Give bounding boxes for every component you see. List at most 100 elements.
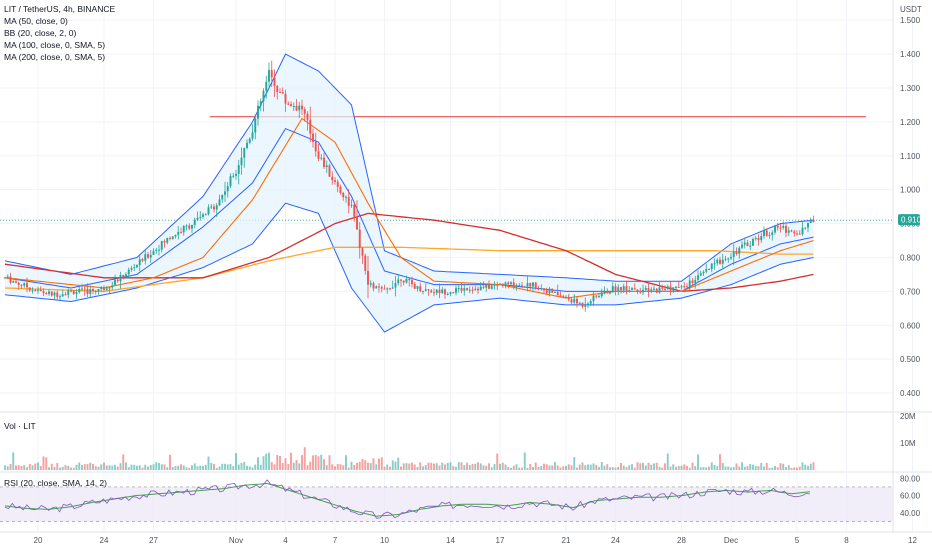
volume-bar: [152, 464, 155, 470]
volume-bar: [620, 462, 622, 470]
volume-bar: [631, 464, 633, 470]
volume-bar: [303, 447, 306, 470]
candle-body: [614, 286, 617, 291]
candle-body: [119, 274, 122, 282]
legend-ma100[interactable]: MA (100, close, 0, SMA, 5): [4, 40, 105, 50]
volume-bar: [141, 467, 144, 470]
volume-bar: [262, 456, 265, 470]
candle-body: [94, 291, 97, 293]
volume-bar: [306, 465, 309, 470]
candle-body: [507, 282, 510, 285]
volume-bar: [680, 465, 683, 470]
candle-body: [603, 290, 606, 294]
volume-bar: [485, 465, 488, 470]
volume-bar: [204, 464, 207, 470]
candle-body: [452, 292, 455, 294]
candle-body: [581, 302, 584, 307]
candle-body: [136, 265, 138, 268]
candle-body: [633, 288, 636, 290]
volume-bar: [254, 464, 257, 470]
volume-bar: [562, 466, 565, 470]
volume-bar: [741, 462, 743, 470]
candle-body: [691, 280, 694, 283]
rsi-label[interactable]: RSI (20, close, SMA, 14, 2): [4, 478, 107, 488]
candle-body: [56, 292, 59, 297]
legend-ma50[interactable]: MA (50, close, 0): [4, 16, 68, 26]
volume-bar: [369, 463, 372, 470]
candle-body: [779, 227, 782, 229]
volume-bar: [642, 463, 644, 470]
y-tick-label: 0.700: [900, 287, 921, 296]
volume-bar: [287, 464, 290, 470]
x-tick-label: 20: [34, 536, 43, 545]
candle-body: [389, 288, 391, 290]
candle-body: [248, 138, 251, 143]
volume-bar: [798, 466, 801, 470]
x-tick-label: Dec: [724, 536, 738, 545]
candle-body: [100, 287, 103, 290]
candle-body: [12, 281, 15, 283]
candle-body: [441, 289, 444, 294]
candle-body: [710, 263, 713, 270]
legend-ma200[interactable]: MA (200, close, 0, SMA, 5): [4, 52, 105, 62]
volume-bar: [559, 467, 562, 470]
volume-bar: [622, 465, 625, 470]
candle-body: [449, 292, 452, 294]
volume-label[interactable]: Vol · LIT: [4, 421, 36, 431]
bb-lower-line: [4, 202, 814, 333]
candle-body: [166, 237, 169, 243]
legend-bb[interactable]: BB (20, close, 2, 0): [4, 28, 76, 38]
volume-bar: [372, 458, 375, 470]
candle-body: [493, 284, 496, 286]
candle-body: [72, 290, 75, 294]
volume-bar: [567, 464, 570, 470]
volume-bar: [402, 463, 405, 470]
candle-body: [809, 219, 812, 224]
candle-body: [661, 287, 664, 289]
volume-bar: [48, 467, 50, 470]
candle-body: [405, 278, 408, 283]
volume-bar: [581, 462, 584, 470]
volume-bar: [138, 465, 141, 470]
volume-bar: [224, 463, 226, 470]
volume-bar: [757, 466, 760, 470]
volume-bar: [268, 452, 270, 470]
candle-body: [345, 196, 347, 198]
candle-body: [334, 180, 336, 182]
volume-bar: [100, 464, 103, 470]
ma100-line: [4, 246, 814, 293]
volume-bar: [521, 467, 523, 470]
volume-bar: [94, 466, 97, 470]
volume-bar: [628, 465, 631, 470]
volume-bar: [452, 466, 455, 470]
volume-bar: [298, 463, 301, 470]
volume-bar: [210, 462, 213, 470]
candle-body: [446, 293, 449, 295]
volume-bar: [89, 462, 92, 470]
volume-pane: [4, 447, 815, 470]
volume-bar: [127, 467, 130, 470]
y-tick-label: 0.400: [900, 389, 921, 398]
volume-bar: [389, 466, 391, 470]
candle-body: [694, 279, 697, 283]
volume-bar: [664, 463, 666, 470]
volume-bar: [86, 464, 89, 470]
candle-body: [50, 291, 53, 296]
volume-bar: [92, 464, 94, 470]
volume-bar: [540, 465, 543, 470]
volume-bar: [694, 466, 697, 470]
volume-bar: [169, 454, 171, 470]
candle-body: [578, 302, 581, 304]
candle-body: [103, 287, 105, 290]
x-tick-label: 17: [496, 536, 505, 545]
volume-bar: [655, 462, 658, 470]
candle-body: [573, 298, 576, 303]
candle-body: [125, 274, 127, 278]
volume-bar: [474, 463, 477, 470]
volume-bar: [584, 465, 587, 470]
candle-body: [724, 258, 727, 260]
volume-bar: [595, 464, 598, 470]
volume-bar: [103, 462, 105, 470]
